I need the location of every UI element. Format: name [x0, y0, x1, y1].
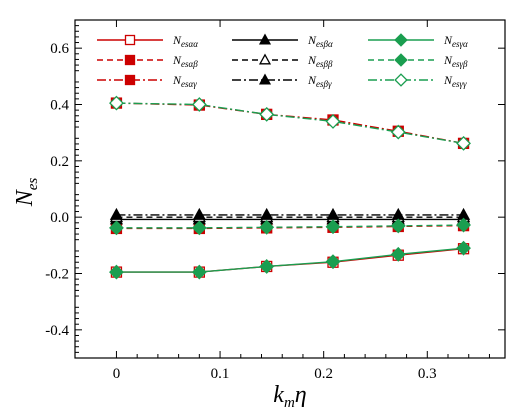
legend-item-esαγ: Nesαγ [97, 73, 197, 89]
legend-marker [394, 73, 408, 87]
data-point [109, 264, 124, 280]
data-point [192, 207, 206, 220]
series-line [116, 102, 464, 145]
y-axis-label: Nes [12, 178, 41, 208]
legend-label: Nesββ [307, 53, 333, 69]
x-tick-label: 0 [113, 366, 121, 382]
legend-marker [258, 73, 272, 85]
data-point [259, 259, 275, 274]
data-point [259, 106, 275, 122]
series-esβγ [109, 207, 471, 220]
x-tick-label: 0.2 [314, 366, 333, 382]
legend-marker [394, 53, 408, 67]
x-tick-label: 0.1 [211, 366, 230, 382]
data-point [326, 207, 340, 220]
data-point [109, 207, 124, 220]
legend-item-esαβ: Nesαβ [97, 53, 198, 69]
legend-item-esββ: Nesββ [232, 53, 333, 69]
data-point [191, 97, 207, 112]
data-point [325, 254, 341, 270]
legend-label: Nesβγ [307, 73, 332, 89]
legend-item-esαα: Nesαα [97, 33, 198, 49]
data-point [456, 135, 471, 151]
series-line [116, 102, 464, 145]
y-tick-label: -0.2 [45, 267, 69, 283]
data-point [109, 220, 124, 236]
legend-item-esβα: Nesβα [232, 33, 333, 49]
legend-item-esγα: Nesγα [368, 33, 468, 49]
series-line [116, 224, 464, 229]
plot-frame [74, 19, 506, 359]
legend-label: Nesγβ [443, 53, 468, 69]
data-point [390, 124, 406, 140]
legend-marker [258, 53, 272, 65]
legend-item-esβγ: Nesβγ [232, 73, 332, 89]
legend-marker [124, 54, 136, 66]
data-point [325, 113, 341, 129]
legend-marker [258, 33, 272, 45]
legend-item-esγγ: Nesγγ [368, 73, 467, 89]
y-tick-label: 0.2 [50, 154, 69, 170]
y-tick-label: 0.6 [50, 41, 69, 57]
legend-label: Nesγγ [443, 73, 467, 89]
legend-label: Nesγα [443, 33, 468, 49]
legend-label: Nesβα [307, 33, 333, 49]
data-point [390, 218, 406, 234]
series-esγα [109, 240, 471, 280]
y-tick-label: -0.4 [45, 323, 69, 339]
legend-marker [124, 34, 136, 46]
legend-marker [124, 74, 136, 86]
data-point [191, 264, 207, 280]
data-point [259, 219, 275, 235]
data-point [191, 220, 207, 236]
series-line [116, 248, 464, 273]
data-point [109, 95, 124, 111]
y-tick-label: 0.0 [50, 210, 69, 226]
legend-label: Nesαγ [172, 73, 197, 89]
legend-marker [394, 33, 408, 47]
x-axis-label: kmη [273, 382, 306, 411]
data-point [325, 219, 341, 235]
data-point [260, 207, 274, 220]
data-point [391, 207, 405, 220]
data-point [390, 246, 406, 262]
y-tick-label: 0.4 [50, 98, 69, 114]
series-esαγ [110, 97, 470, 150]
legend-label: Nesαα [172, 33, 198, 49]
series-esγβ [109, 217, 471, 236]
legend-label: Nesαβ [172, 53, 198, 69]
legend-item-esγβ: Nesγβ [368, 53, 468, 69]
legend: Nesαα Nesαβ Nesαγ Nesβα Nesββ Nesβγ Nesγα Nesγβ… [97, 33, 468, 89]
data-point [456, 240, 471, 256]
data-point [456, 217, 471, 233]
series-esγγ [109, 95, 471, 151]
x-tick-label: 0.3 [418, 366, 437, 382]
series-line [116, 247, 464, 273]
